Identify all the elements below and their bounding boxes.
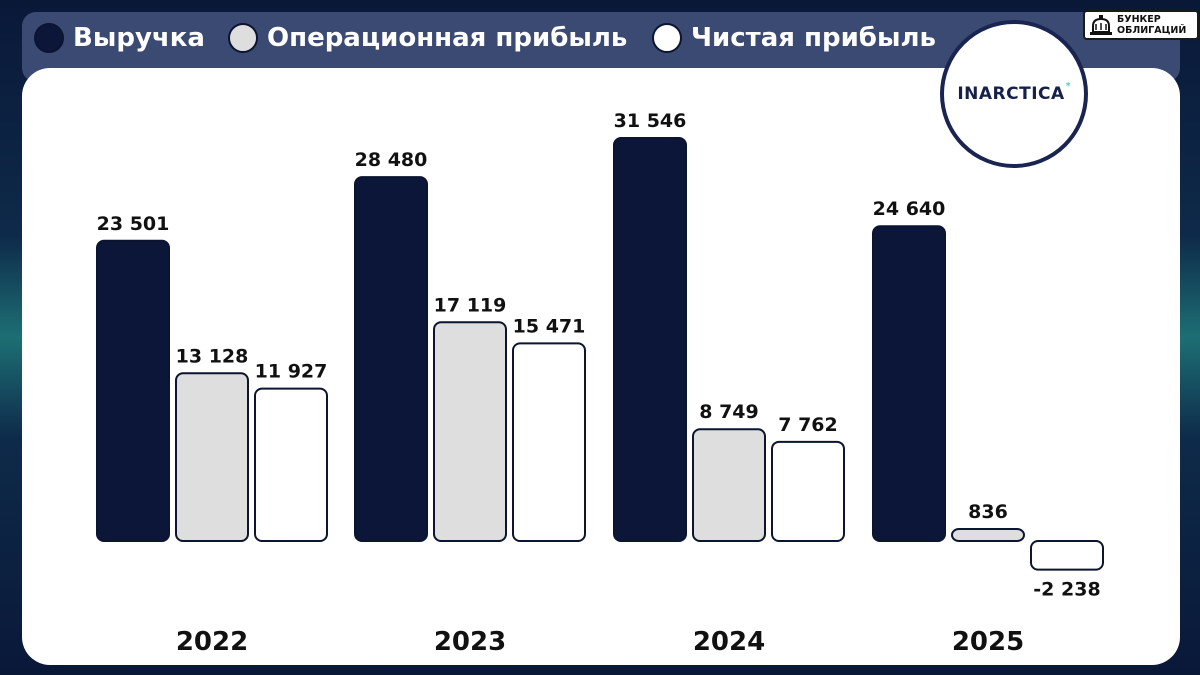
- bar-revenue-2025: [872, 225, 946, 542]
- brand-line-2: ОБЛИГАЦИЙ: [1117, 25, 1187, 36]
- x-tick-label-2024: 2024: [693, 627, 765, 657]
- data-label-net-profit-2025: -2 238: [1033, 579, 1100, 601]
- bar-net-profit-2024: [771, 440, 845, 542]
- data-label-net-profit-2022: 11 927: [255, 361, 328, 383]
- bar-revenue-2023: [354, 176, 428, 543]
- bar-revenue-2024: [613, 137, 687, 542]
- data-label-net-profit-2023: 15 471: [513, 315, 586, 337]
- data-label-revenue-2024: 31 546: [614, 110, 687, 132]
- legend-swatch-revenue: [34, 23, 64, 53]
- company-logo: INARCTICA *: [940, 20, 1088, 168]
- legend-item-net-profit: Чистая прибыль: [652, 20, 936, 56]
- legend-item-revenue: Выручка: [34, 20, 205, 56]
- brand-text: БУНКЕР ОБЛИГАЦИЙ: [1117, 14, 1186, 36]
- bar-revenue-2022: [96, 239, 170, 542]
- x-tick-label-2022: 2022: [176, 627, 248, 657]
- legend-label-revenue: Выручка: [73, 23, 205, 53]
- data-label-operating-profit-2024: 8 749: [699, 401, 759, 423]
- data-label-revenue-2025: 24 640: [873, 198, 946, 220]
- data-label-operating-profit-2022: 13 128: [176, 345, 249, 367]
- brand-badge: БУНКЕР ОБЛИГАЦИЙ: [1083, 10, 1199, 40]
- bar-net-profit-2022: [254, 387, 328, 542]
- x-tick-label-2023: 2023: [434, 627, 506, 657]
- bar-operating-profit-2022: [175, 372, 249, 542]
- brand-line-1: БУНКЕР: [1117, 14, 1161, 25]
- bar-operating-profit-2023: [433, 321, 507, 543]
- data-label-operating-profit-2025: 836: [968, 501, 1008, 523]
- legend-swatch-operating-profit: [228, 23, 258, 53]
- bar-net-profit-2023: [512, 342, 586, 543]
- legend-label-net-profit: Чистая прибыль: [691, 23, 936, 53]
- data-label-revenue-2022: 23 501: [97, 213, 170, 235]
- data-label-revenue-2023: 28 480: [355, 149, 428, 171]
- bell-icon: [1090, 15, 1112, 35]
- bar-net-profit-2025: [1030, 540, 1104, 571]
- logo-text: INARCTICA: [957, 84, 1065, 104]
- bar-operating-profit-2025: [951, 528, 1025, 542]
- legend-swatch-net-profit: [652, 23, 682, 53]
- x-tick-label-2025: 2025: [952, 627, 1024, 657]
- legend-item-operating-profit: Операционная прибыль: [228, 20, 627, 56]
- legend-label-operating-profit: Операционная прибыль: [267, 23, 628, 53]
- data-label-net-profit-2024: 7 762: [778, 414, 838, 436]
- data-label-operating-profit-2023: 17 119: [434, 294, 507, 316]
- bar-operating-profit-2024: [692, 428, 766, 542]
- logo-star-icon: *: [1065, 80, 1071, 92]
- chart-panel: [22, 68, 1180, 665]
